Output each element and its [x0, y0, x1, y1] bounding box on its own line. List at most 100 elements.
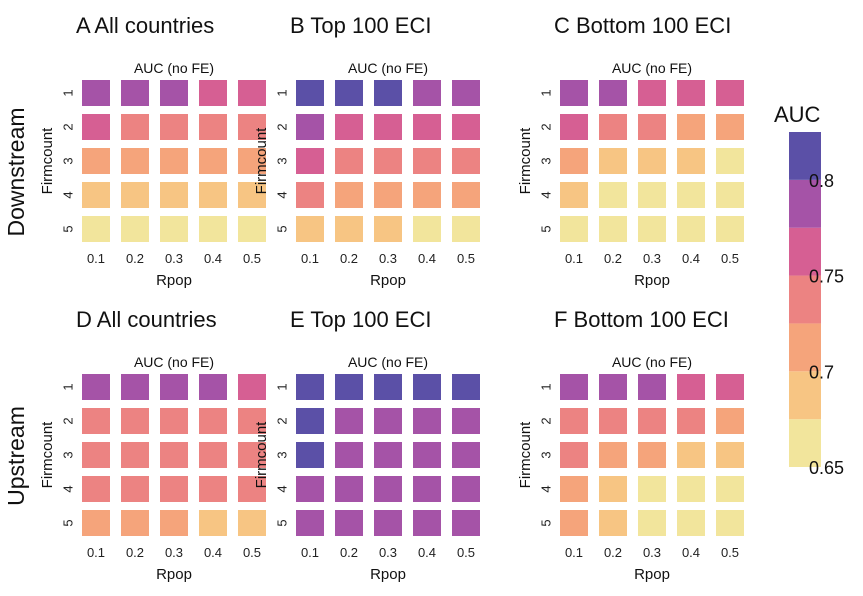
heatmap-cell	[599, 114, 627, 140]
x-tick-label: 0.5	[457, 545, 475, 560]
heatmap-cell	[716, 114, 744, 140]
x-axis-label: Rpop	[156, 566, 192, 583]
heatmap-cell	[121, 408, 149, 434]
heatmap-cell	[413, 80, 441, 106]
heatmap-cell	[160, 114, 188, 140]
x-axis-label: Rpop	[370, 272, 406, 289]
y-tick-label: 4	[60, 191, 75, 198]
heatmap-cell	[452, 114, 480, 140]
heatmap-cell	[599, 408, 627, 434]
heatmap-cell	[599, 216, 627, 242]
heatmap-cell	[677, 148, 705, 174]
y-axis-label: Firmcount	[253, 421, 270, 489]
heatmap-cell	[160, 182, 188, 208]
heatmap-cell	[599, 80, 627, 106]
heatmap-panel: D All countries AUC (no FE) 0.1 0.2 0.3 0.4 0.…	[39, 307, 266, 583]
heatmap-cell	[716, 476, 744, 502]
heatmap-cell	[121, 182, 149, 208]
panel-title: A All countries	[76, 13, 214, 38]
heatmap-cell	[199, 216, 227, 242]
heatmap-cell	[677, 408, 705, 434]
panel-subtitle: AUC (no FE)	[612, 354, 692, 370]
heatmap-cell	[335, 114, 363, 140]
x-tick-label: 0.2	[340, 251, 358, 266]
heatmap-cell	[413, 148, 441, 174]
heatmap-cell	[413, 216, 441, 242]
heatmap-cell	[296, 148, 324, 174]
heatmap-cell	[716, 408, 744, 434]
heatmap-cell	[121, 476, 149, 502]
x-tick-label: 0.3	[379, 545, 397, 560]
x-tick-label: 0.4	[204, 251, 222, 266]
heatmap-cell	[599, 510, 627, 536]
heatmap-cell	[160, 216, 188, 242]
colorbar-title: AUC	[774, 102, 821, 127]
heatmap-panel: A All countries AUC (no FE) 0.1 0.2 0.3 0.4 0.…	[39, 13, 266, 289]
heatmap-cell	[160, 476, 188, 502]
heatmap-cell	[238, 510, 266, 536]
panel-subtitle: AUC (no FE)	[348, 354, 428, 370]
heatmap-cell	[199, 442, 227, 468]
heatmap-cell	[82, 408, 110, 434]
heatmap-cell	[452, 408, 480, 434]
heatmap-cell	[452, 182, 480, 208]
heatmap-cell	[238, 442, 266, 468]
x-tick-label: 0.3	[165, 251, 183, 266]
heatmap-cell	[677, 80, 705, 106]
x-tick-label: 0.1	[301, 251, 319, 266]
y-tick-label: 1	[60, 89, 75, 96]
heatmap-cell	[335, 442, 363, 468]
heatmap-cell	[599, 148, 627, 174]
heatmap-cell	[560, 182, 588, 208]
heatmap-cell	[335, 408, 363, 434]
x-tick-label: 0.5	[243, 251, 261, 266]
heatmap-cell	[638, 442, 666, 468]
heatmap-cell	[296, 114, 324, 140]
heatmap-cell	[82, 476, 110, 502]
heatmap-cell	[82, 510, 110, 536]
heatmap-cell	[452, 80, 480, 106]
heatmap-cell	[121, 148, 149, 174]
heatmap-cell	[199, 114, 227, 140]
heatmap-cell	[599, 182, 627, 208]
heatmap-cell	[121, 442, 149, 468]
heatmap-cell	[716, 216, 744, 242]
x-tick-label: 0.5	[243, 545, 261, 560]
x-tick-label: 0.4	[682, 545, 700, 560]
panel-subtitle: AUC (no FE)	[134, 60, 214, 76]
panel-title: E Top 100 ECI	[290, 307, 431, 332]
heatmap-cell	[160, 148, 188, 174]
heatmap-cell	[199, 374, 227, 400]
y-tick-label: 4	[538, 485, 553, 492]
heatmap-cell	[296, 374, 324, 400]
y-tick-label: 5	[274, 519, 289, 526]
colorbar: AUC 0.8 0.75 0.7 0.65	[774, 102, 844, 478]
panel-subtitle: AUC (no FE)	[134, 354, 214, 370]
heatmap-cell	[638, 114, 666, 140]
y-tick-label: 2	[60, 417, 75, 424]
heatmap-cell	[160, 80, 188, 106]
x-tick-label: 0.2	[340, 545, 358, 560]
y-axis-label: Firmcount	[517, 127, 534, 195]
x-tick-label: 0.4	[418, 251, 436, 266]
heatmap-cell	[335, 148, 363, 174]
colorbar-tick-label: 0.65	[809, 458, 844, 478]
heatmap-cell	[413, 114, 441, 140]
heatmap-cell	[121, 216, 149, 242]
heatmap-cell	[374, 476, 402, 502]
x-tick-label: 0.4	[204, 545, 222, 560]
heatmap-cell	[121, 114, 149, 140]
heatmap-cell	[413, 408, 441, 434]
heatmap-cell	[296, 442, 324, 468]
heatmap-cell	[160, 442, 188, 468]
heatmap-cell	[121, 374, 149, 400]
row-label-downstream: Downstream	[3, 107, 29, 236]
x-tick-label: 0.2	[604, 251, 622, 266]
y-tick-label: 3	[60, 157, 75, 164]
row-label-upstream: Upstream	[3, 406, 29, 506]
y-tick-label: 2	[274, 417, 289, 424]
y-tick-label: 5	[538, 519, 553, 526]
heatmap-cell	[82, 114, 110, 140]
heatmap-cell	[296, 510, 324, 536]
